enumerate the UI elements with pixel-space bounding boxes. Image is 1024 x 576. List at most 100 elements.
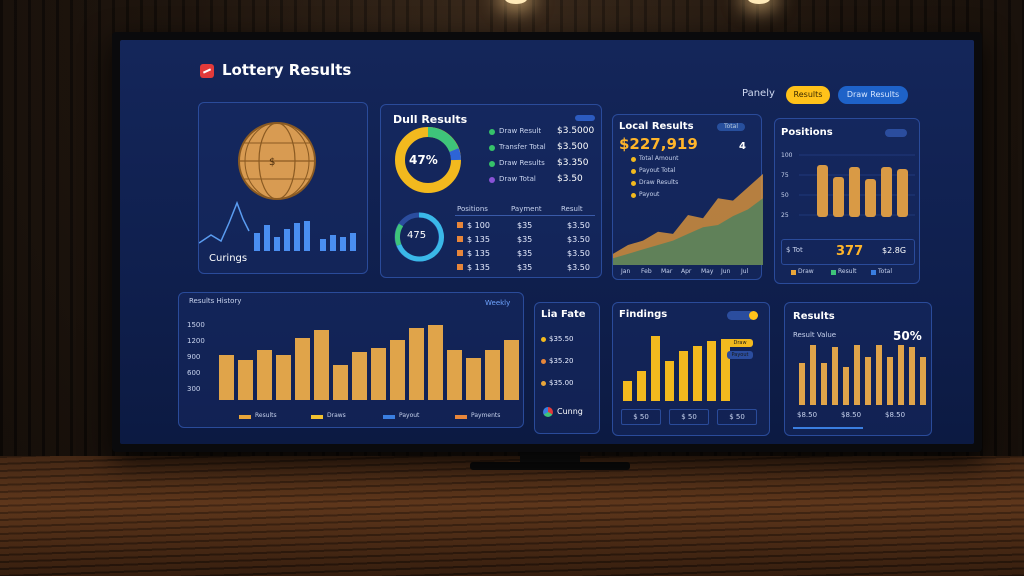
app-title: Lottery Results: [202, 61, 351, 79]
y-tick-label: 75: [781, 172, 789, 179]
findings-bar: [637, 371, 646, 401]
donut2-value: 475: [407, 230, 427, 241]
y-tick-label: 300: [187, 385, 200, 393]
table-cell: $ 100: [467, 221, 490, 230]
daily-results-panel: Dull Results 47% 475 Draw Result $3.5000 T…: [380, 104, 602, 278]
positions-left-label: $ Tot: [786, 246, 803, 254]
results-progress: [793, 427, 863, 429]
list-item-label: Draw Result: [499, 127, 542, 135]
table-cell: $ 135: [467, 235, 490, 244]
list-dot-icon: [489, 161, 495, 167]
toggle-chip[interactable]: [575, 115, 595, 121]
positions-toggle[interactable]: [885, 129, 907, 137]
list-item-label: Draw Total: [499, 175, 536, 183]
results-button[interactable]: Results: [786, 86, 830, 104]
table-header: Positions: [457, 205, 488, 213]
history-bar: [466, 358, 481, 400]
live-rate-title: Lia Fate: [541, 309, 586, 320]
history-bar: [257, 350, 272, 400]
table-cell: $3.50: [567, 263, 590, 272]
chart-icon: [543, 407, 553, 417]
position-bar: [833, 177, 844, 217]
x-tick-label: Feb: [641, 268, 652, 275]
globe-bar: [320, 239, 326, 251]
table-divider: [455, 215, 595, 216]
results-bar: [843, 367, 849, 405]
findings-bar: [693, 346, 702, 401]
history-bar: [447, 350, 462, 400]
history-bar: [485, 350, 500, 400]
live-item: $35.20: [549, 357, 574, 365]
y-tick-label: 600: [187, 369, 200, 377]
svg-text:$: $: [269, 157, 275, 168]
position-bar: [865, 179, 876, 217]
y-tick-label: 50: [781, 192, 789, 199]
live-dot-icon: [541, 381, 546, 386]
findings-stat-box: $ 50: [717, 409, 757, 425]
table-cell: $35: [517, 249, 533, 258]
positions-bar-chart: 100 75 50 25: [781, 152, 915, 219]
local-badge: 4: [739, 141, 746, 152]
table-cell: $3.50: [567, 221, 590, 230]
table-header: Payment: [511, 205, 542, 213]
results-bottom-label: $8.50: [841, 411, 862, 419]
results-bar: [920, 357, 926, 405]
local-amount: $227,919: [619, 135, 698, 153]
area-series-b: [613, 198, 763, 265]
globe-bar: [330, 235, 336, 251]
legend-dot-icon: [631, 169, 636, 174]
findings-stat-box: $ 50: [669, 409, 709, 425]
table-cell: $35: [517, 221, 533, 230]
y-tick-label: 1200: [187, 337, 205, 345]
findings-chip[interactable]: Draw: [727, 339, 753, 347]
draw-results-button[interactable]: Draw Results: [838, 86, 908, 104]
positions-stat-box: $ Tot 377 $2.8G: [781, 239, 915, 265]
history-bar: [390, 340, 405, 400]
results-bottom-label: $8.50: [797, 411, 818, 419]
local-tag[interactable]: Total: [717, 123, 745, 131]
row-icon: [457, 236, 463, 242]
list-item-label: Draw Results: [499, 159, 545, 167]
results-bar: [898, 345, 904, 405]
list-item-value: $3.5000: [557, 126, 595, 136]
history-bar: [238, 360, 253, 400]
history-filter[interactable]: Weekly: [485, 299, 511, 307]
results-bar-chart: [799, 345, 926, 405]
position-bar: [881, 167, 892, 217]
legend-label: Draw Results: [639, 179, 679, 186]
table-cell: $ 135: [467, 263, 490, 272]
y-tick-label: 1500: [187, 321, 205, 329]
legend-label: Result: [838, 268, 857, 275]
legend-label: Draw: [798, 268, 814, 275]
header-label: Panely: [742, 88, 775, 99]
tv-frame: Lottery Results Panely Results Draw Resu…: [112, 32, 982, 452]
positions-stat-value: 377: [836, 244, 864, 259]
results-bar: [832, 347, 838, 405]
y-tick-label: 900: [187, 353, 200, 361]
findings-chip[interactable]: Payout: [727, 351, 753, 359]
legend-label: Payout: [639, 191, 660, 198]
legend-swatch: [455, 415, 467, 419]
findings-bar-chart: [623, 336, 730, 401]
position-bar: [849, 167, 860, 217]
globe-bar: [264, 225, 270, 251]
local-results-panel: Local Results $227,919 Total 4 Jan Feb Mar…: [612, 114, 763, 280]
legend-label: Payout: [399, 412, 420, 419]
findings-bar: [707, 341, 716, 401]
ceiling-light: [505, 0, 527, 4]
history-panel: Results History Weekly 1500 1200 900 600 300…: [178, 292, 524, 428]
row-icon: [457, 264, 463, 270]
legend-dot-icon: [631, 181, 636, 186]
live-footer: Cunng: [557, 407, 583, 416]
globe-bars: [254, 221, 356, 251]
legend-dot-icon: [631, 157, 636, 162]
findings-dot-icon: [749, 311, 758, 320]
positions-stat-right: $2.8G: [882, 246, 907, 255]
app-title-text: Lottery Results: [222, 61, 352, 79]
results-bar: [854, 345, 860, 405]
findings-toggle[interactable]: [727, 311, 755, 320]
list-item-label: Transfer Total: [499, 143, 546, 151]
x-tick-label: Jun: [720, 268, 731, 275]
x-tick-label: Jul: [740, 268, 749, 275]
findings-bar: [665, 361, 674, 401]
